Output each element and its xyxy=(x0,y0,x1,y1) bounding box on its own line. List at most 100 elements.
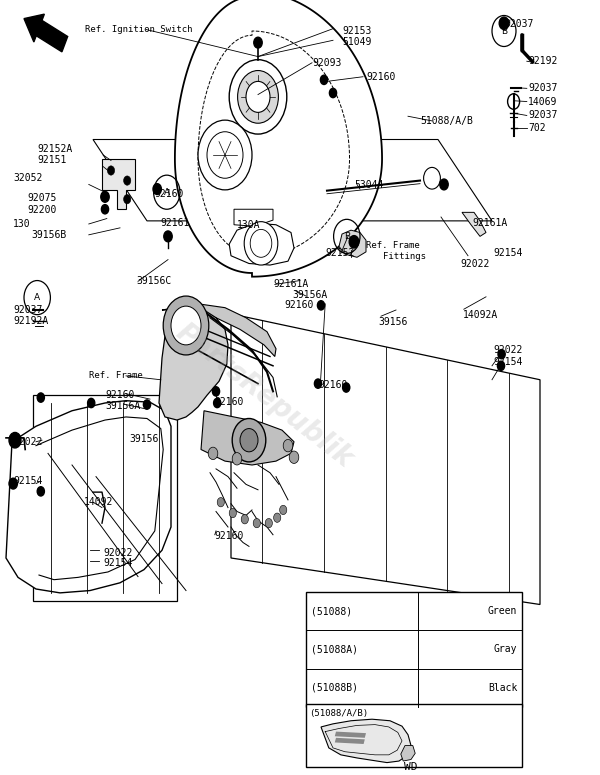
Circle shape xyxy=(265,518,272,528)
Text: 92152: 92152 xyxy=(325,249,355,258)
Text: 92154: 92154 xyxy=(103,559,133,568)
Text: 92160: 92160 xyxy=(284,301,314,310)
Circle shape xyxy=(37,487,44,496)
Text: 92152A: 92152A xyxy=(37,144,73,153)
Polygon shape xyxy=(162,304,276,356)
Circle shape xyxy=(274,513,281,522)
Text: Fittings: Fittings xyxy=(383,252,426,261)
Text: (51088): (51088) xyxy=(311,606,352,616)
Text: 32052: 32052 xyxy=(13,174,43,183)
Polygon shape xyxy=(462,212,486,236)
Circle shape xyxy=(9,432,21,448)
Circle shape xyxy=(314,379,322,388)
Circle shape xyxy=(164,231,172,242)
Text: B: B xyxy=(344,232,350,241)
Text: 92022: 92022 xyxy=(13,437,43,446)
Text: 92160: 92160 xyxy=(215,398,244,407)
Text: WD: WD xyxy=(404,762,418,772)
Text: 14092: 14092 xyxy=(84,498,113,507)
Polygon shape xyxy=(231,314,540,604)
Text: 14069: 14069 xyxy=(528,97,557,106)
Text: 92192: 92192 xyxy=(528,57,557,66)
Text: 39156B: 39156B xyxy=(31,230,67,239)
Polygon shape xyxy=(175,0,382,277)
Circle shape xyxy=(37,393,44,402)
Circle shape xyxy=(207,132,243,178)
Text: 92075: 92075 xyxy=(27,194,56,203)
Polygon shape xyxy=(229,223,294,265)
Polygon shape xyxy=(339,230,366,257)
Circle shape xyxy=(424,167,440,189)
Text: 92037: 92037 xyxy=(528,84,557,93)
Polygon shape xyxy=(6,401,171,593)
Text: (51088A): (51088A) xyxy=(311,645,358,654)
Circle shape xyxy=(171,306,201,345)
Text: 92160: 92160 xyxy=(155,189,184,198)
Circle shape xyxy=(124,176,131,185)
Circle shape xyxy=(254,37,262,48)
Text: 39156A: 39156A xyxy=(293,290,328,299)
Circle shape xyxy=(289,451,299,463)
Polygon shape xyxy=(234,209,273,226)
Circle shape xyxy=(244,222,278,265)
Circle shape xyxy=(101,205,109,214)
Circle shape xyxy=(107,166,115,175)
Text: 92154: 92154 xyxy=(13,476,43,485)
Text: (51088B): (51088B) xyxy=(311,683,358,693)
Text: Black: Black xyxy=(488,683,517,693)
Circle shape xyxy=(317,301,325,310)
Text: 39156: 39156 xyxy=(378,317,407,326)
Text: 92161A: 92161A xyxy=(273,280,308,289)
Circle shape xyxy=(508,94,520,109)
Text: A: A xyxy=(164,188,170,197)
Circle shape xyxy=(229,508,236,518)
Circle shape xyxy=(101,191,109,202)
Circle shape xyxy=(343,383,350,392)
Text: PartsRepublik: PartsRepublik xyxy=(170,318,358,473)
Text: 92154: 92154 xyxy=(493,249,523,258)
Text: Ref. Ignition Switch: Ref. Ignition Switch xyxy=(85,25,193,34)
Text: 39156A: 39156A xyxy=(105,401,140,411)
Text: B: B xyxy=(501,26,507,36)
Circle shape xyxy=(143,400,151,409)
Circle shape xyxy=(320,75,328,84)
Polygon shape xyxy=(201,411,294,465)
Text: 53044: 53044 xyxy=(354,181,383,190)
Circle shape xyxy=(283,439,293,452)
Text: 51088/A/B: 51088/A/B xyxy=(420,116,473,126)
Polygon shape xyxy=(335,738,365,744)
Circle shape xyxy=(232,418,266,462)
Polygon shape xyxy=(93,140,492,221)
Circle shape xyxy=(217,498,224,507)
Text: 92160: 92160 xyxy=(105,391,134,400)
Polygon shape xyxy=(401,746,415,761)
Text: 14092A: 14092A xyxy=(463,310,499,319)
Text: Ref. Frame: Ref. Frame xyxy=(366,241,420,250)
Text: 92037: 92037 xyxy=(528,111,557,120)
Circle shape xyxy=(246,81,270,112)
Text: 92153: 92153 xyxy=(342,26,371,36)
Circle shape xyxy=(253,518,260,528)
FancyArrow shape xyxy=(24,14,68,52)
Polygon shape xyxy=(159,308,228,420)
Circle shape xyxy=(9,478,17,489)
Text: 92160: 92160 xyxy=(215,532,244,541)
Circle shape xyxy=(124,195,131,204)
Circle shape xyxy=(440,179,448,190)
Text: 92151: 92151 xyxy=(37,155,67,164)
Text: 39156C: 39156C xyxy=(137,277,172,286)
Circle shape xyxy=(232,453,242,465)
Circle shape xyxy=(88,398,95,408)
Text: 39156: 39156 xyxy=(129,434,158,443)
Circle shape xyxy=(163,296,209,355)
Circle shape xyxy=(240,429,258,452)
Text: (51088/A/B): (51088/A/B) xyxy=(309,709,368,718)
Circle shape xyxy=(280,505,287,515)
Circle shape xyxy=(498,350,505,359)
Circle shape xyxy=(329,88,337,98)
Circle shape xyxy=(497,361,505,370)
Circle shape xyxy=(153,184,161,195)
Circle shape xyxy=(499,17,509,29)
Circle shape xyxy=(349,236,359,248)
Polygon shape xyxy=(102,159,135,209)
